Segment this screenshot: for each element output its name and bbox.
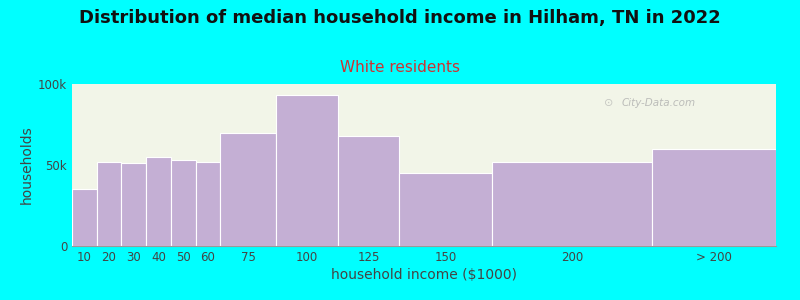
Bar (195, 162, 220, 246)
Text: Distribution of median household income in Hilham, TN in 2022: Distribution of median household income … (79, 9, 721, 27)
Text: White residents: White residents (340, 60, 460, 75)
Bar (276, 95, 338, 246)
Bar (653, 149, 776, 246)
Bar (338, 136, 399, 246)
Y-axis label: households: households (20, 126, 34, 204)
Bar (122, 164, 146, 246)
Bar (72, 189, 97, 246)
Bar (171, 160, 195, 246)
Bar (146, 157, 171, 246)
Text: ⊙: ⊙ (603, 98, 613, 108)
Bar (492, 162, 653, 246)
X-axis label: household income ($1000): household income ($1000) (331, 268, 517, 282)
Bar (220, 133, 276, 246)
Text: City-Data.com: City-Data.com (621, 98, 695, 108)
Bar (97, 162, 122, 246)
Bar (399, 173, 492, 246)
